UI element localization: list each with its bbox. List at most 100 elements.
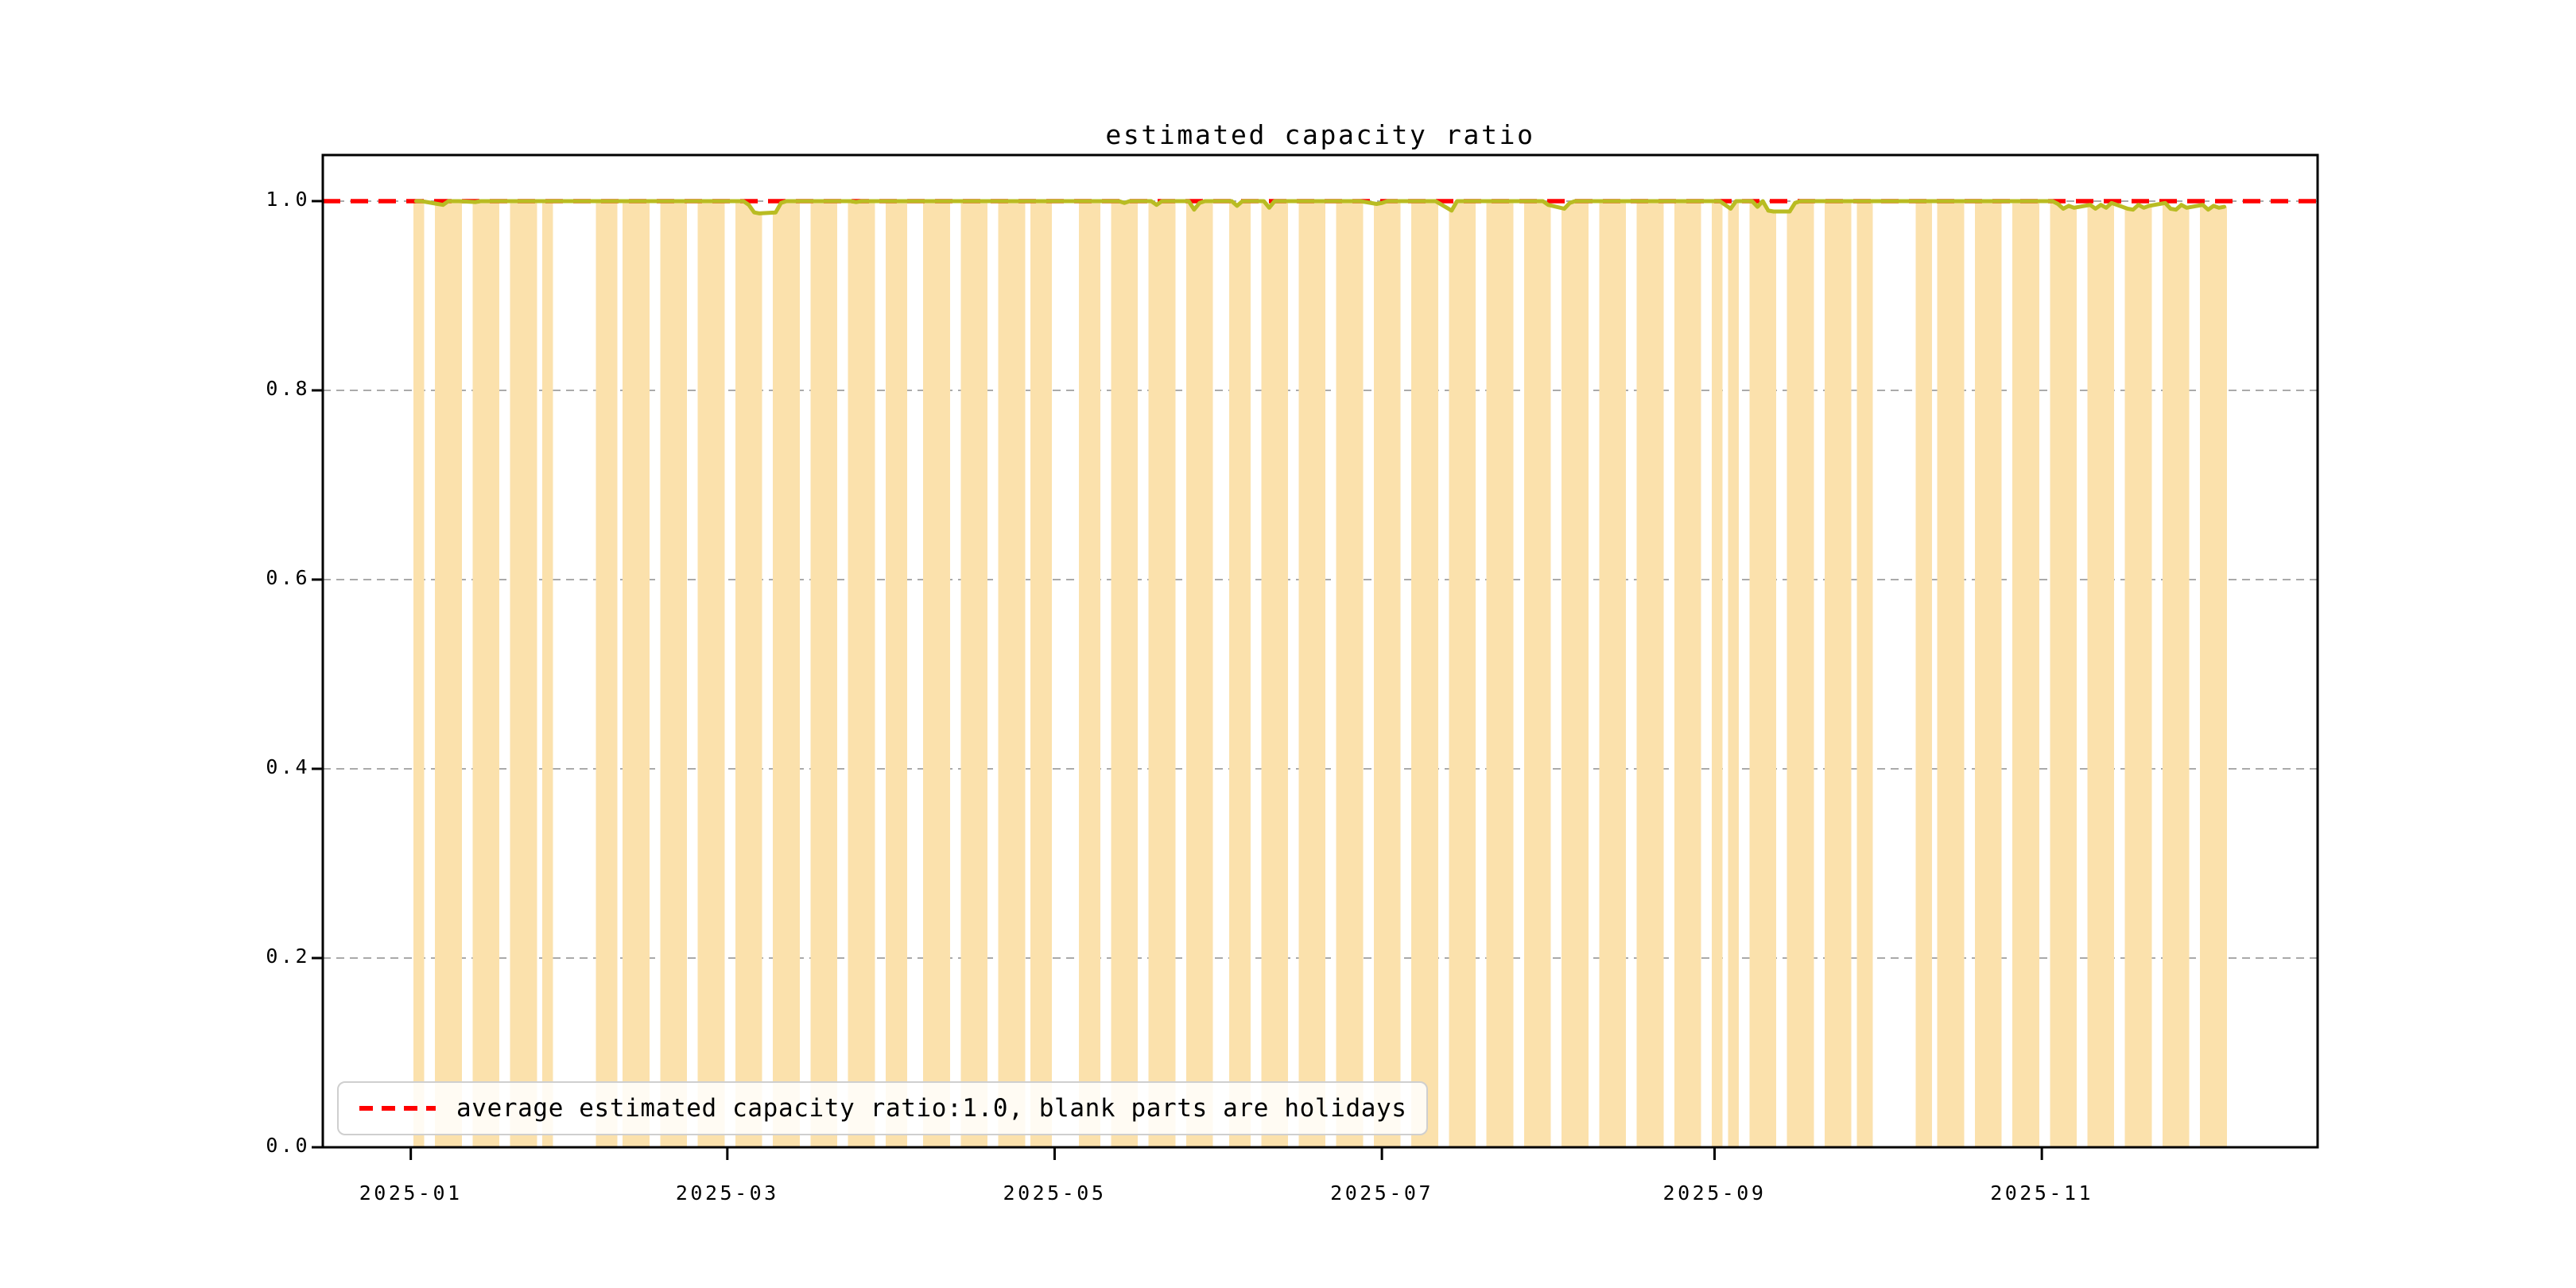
workday-bar bbox=[826, 200, 832, 1147]
workday-bar bbox=[1267, 208, 1272, 1147]
workday-bar bbox=[998, 200, 1004, 1147]
workday-bar bbox=[2210, 205, 2217, 1147]
workday-bar bbox=[1540, 200, 1546, 1147]
workday-bar bbox=[1690, 200, 1696, 1147]
workday-bar bbox=[1798, 200, 1803, 1147]
workday-bar bbox=[1492, 200, 1498, 1147]
workday-bar bbox=[440, 204, 446, 1148]
workday-bar bbox=[2183, 208, 2190, 1147]
workday-bar bbox=[1942, 200, 1949, 1147]
workday-bar bbox=[1003, 200, 1010, 1147]
workday-bar bbox=[1566, 203, 1573, 1148]
workday-bar bbox=[2162, 203, 2168, 1148]
workday-bar bbox=[1529, 200, 1535, 1147]
workday-bar bbox=[1845, 200, 1852, 1147]
workday-bar bbox=[1084, 200, 1090, 1147]
workday-bar bbox=[451, 200, 457, 1147]
workday-bar bbox=[1808, 200, 1814, 1147]
y-tick-label: 0.0 bbox=[266, 1134, 310, 1157]
workday-bar bbox=[1454, 200, 1460, 1147]
workday-bar bbox=[1685, 200, 1691, 1147]
workday-bar bbox=[638, 200, 645, 1147]
workday-bar bbox=[2103, 208, 2109, 1147]
y-tick-label: 1.0 bbox=[266, 187, 310, 211]
x-tick-label: 2025-09 bbox=[1662, 1181, 1767, 1205]
workday-bar bbox=[1197, 203, 1203, 1148]
workday-bar bbox=[1185, 200, 1192, 1147]
workday-bar bbox=[1019, 200, 1026, 1147]
workday-bar bbox=[832, 200, 838, 1147]
workday-bar bbox=[1604, 200, 1610, 1147]
workday-bar bbox=[1523, 200, 1530, 1147]
workday-bar bbox=[1089, 200, 1096, 1147]
workday-bar bbox=[1261, 200, 1267, 1147]
workday-bar bbox=[515, 200, 522, 1147]
workday-bar bbox=[1357, 200, 1364, 1147]
workday-bar bbox=[773, 212, 778, 1147]
workday-bar bbox=[633, 200, 639, 1147]
x-tick-label: 2025-11 bbox=[1990, 1181, 2094, 1205]
workday-bar bbox=[478, 200, 483, 1147]
workday-bar bbox=[1958, 200, 1965, 1147]
workday-bar bbox=[1856, 200, 1863, 1147]
workday-bar bbox=[2050, 200, 2056, 1147]
workday-bar bbox=[1422, 200, 1428, 1147]
capacity-ratio-line bbox=[413, 199, 2227, 215]
workday-bar bbox=[1121, 203, 1127, 1148]
workday-bar bbox=[2087, 204, 2093, 1148]
workday-bar bbox=[2066, 205, 2072, 1147]
workday-bar bbox=[703, 200, 709, 1147]
workday-bar bbox=[2109, 203, 2115, 1148]
legend-dashed-line-icon bbox=[359, 1106, 436, 1111]
workday-bar bbox=[2023, 200, 2029, 1147]
workday-bar bbox=[2060, 208, 2066, 1147]
x-tick-label: 2025-03 bbox=[675, 1181, 779, 1205]
workday-bar bbox=[869, 200, 875, 1147]
workday-bar bbox=[1615, 200, 1621, 1147]
workday-bar bbox=[2140, 208, 2147, 1147]
workday-bar bbox=[472, 202, 479, 1147]
workday-bar bbox=[445, 200, 452, 1147]
workday-bar bbox=[1915, 200, 1922, 1147]
workday-bar bbox=[606, 200, 612, 1147]
workday-bar bbox=[1599, 200, 1605, 1147]
workday-bar bbox=[1111, 200, 1117, 1147]
workday-bar bbox=[1771, 211, 1777, 1148]
workday-bar bbox=[1636, 200, 1643, 1147]
workday-bar bbox=[2055, 204, 2061, 1147]
workday-bars bbox=[413, 200, 2227, 1148]
workday-bar bbox=[1755, 207, 1760, 1147]
workday-bar bbox=[1507, 200, 1514, 1147]
workday-bar bbox=[1921, 200, 1927, 1147]
workday-bar bbox=[1207, 200, 1213, 1147]
workday-bar bbox=[1148, 200, 1154, 1147]
workday-bar bbox=[1502, 200, 1508, 1147]
workday-bar bbox=[976, 200, 983, 1147]
workday-bar bbox=[2028, 200, 2035, 1147]
workday-bar bbox=[2200, 204, 2206, 1148]
y-tick-label: 0.8 bbox=[266, 376, 310, 400]
workday-bar bbox=[1320, 200, 1326, 1147]
workday-bar bbox=[1712, 200, 1717, 1147]
workday-bar bbox=[611, 200, 618, 1147]
workday-bar bbox=[1497, 200, 1503, 1147]
workday-bar bbox=[510, 200, 516, 1147]
workday-bar bbox=[713, 200, 720, 1147]
workday-bar bbox=[1572, 200, 1578, 1147]
workday-bar bbox=[863, 200, 870, 1147]
workday-bar bbox=[1679, 200, 1686, 1147]
workday-bar bbox=[971, 200, 977, 1147]
workday-bar bbox=[1577, 200, 1584, 1147]
workday-bar bbox=[1154, 204, 1160, 1148]
workday-bar bbox=[1953, 200, 1959, 1147]
workday-bar bbox=[526, 200, 532, 1147]
workday-bar bbox=[1926, 200, 1932, 1147]
workday-bar bbox=[1164, 200, 1170, 1147]
y-tick-label: 0.6 bbox=[266, 565, 310, 589]
workday-bar bbox=[1486, 200, 1492, 1147]
workday-bar bbox=[2130, 209, 2136, 1148]
workday-bar bbox=[1937, 200, 1943, 1147]
workday-bar bbox=[1980, 200, 1986, 1147]
workday-bar bbox=[660, 200, 666, 1147]
